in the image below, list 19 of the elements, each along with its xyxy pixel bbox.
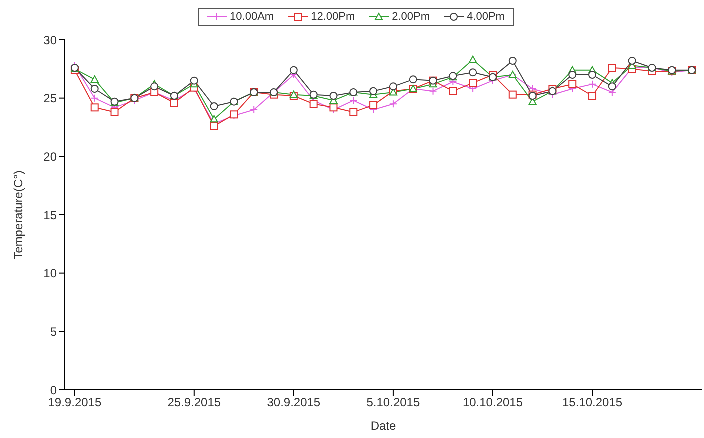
legend-label: 2.00Pm xyxy=(391,11,430,23)
y-tick-label: 5 xyxy=(50,324,58,339)
legend-label: 12.00Pm xyxy=(310,11,356,23)
x-tick-label: 10.10.2015 xyxy=(462,396,524,410)
legend-label: 4.00Pm xyxy=(466,11,505,23)
x-tick-label: 5.10.2015 xyxy=(366,396,420,410)
y-axis-title: Temperature(C°) xyxy=(11,170,26,260)
x-axis-title: Date xyxy=(370,419,396,433)
y-tick-label: 25 xyxy=(44,92,58,106)
legend-label: 10.00Am xyxy=(229,11,274,23)
y-tick-label: 0 xyxy=(50,383,58,398)
x-tick-label: 15.10.2015 xyxy=(562,396,623,410)
y-tick-label: 10 xyxy=(44,266,58,281)
y-tick-label: 15 xyxy=(44,208,58,222)
y-tick-label: 30 xyxy=(44,33,58,48)
x-tick-label: 30.9.2015 xyxy=(267,396,321,410)
x-tick-label: 19.9.2015 xyxy=(48,396,102,410)
y-tick-label: 20 xyxy=(44,150,58,164)
x-tick-label: 25.9.2015 xyxy=(168,396,222,410)
